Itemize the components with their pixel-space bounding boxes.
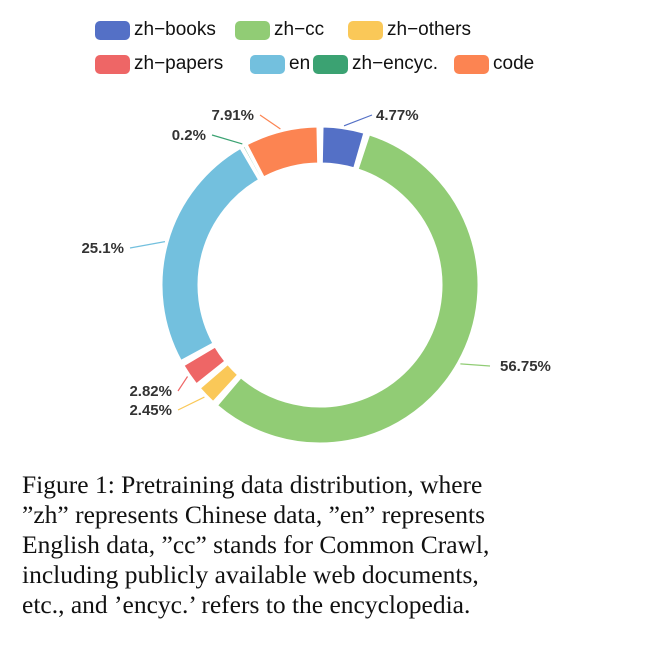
- leader-line: [460, 363, 491, 367]
- slice-value-label: 7.91%: [211, 107, 254, 124]
- slice-value-label: 0.2%: [172, 127, 206, 144]
- caption-line: etc., and ’encyc.’ refers to the encyclo…: [22, 590, 471, 619]
- legend-swatch: [95, 20, 130, 40]
- caption-line: English data, ”cc” stands for Common Cra…: [22, 530, 490, 559]
- legend-item[interactable]: zh−cc: [235, 18, 324, 42]
- donut-slice-en[interactable]: [161, 148, 259, 361]
- legend-swatch: [250, 54, 285, 74]
- figure-caption: Figure 1: Pretraining data distribution,…: [22, 470, 632, 620]
- leader-line: [177, 396, 205, 411]
- legend-swatch: [95, 54, 130, 74]
- donut-chart: 4.77% 56.75% 2.45% 2.82% 25.1% 0.2% 7.91%: [0, 80, 645, 470]
- donut-slice-zh-books[interactable]: [321, 126, 365, 169]
- donut-slice-zh-papers[interactable]: [183, 346, 226, 385]
- slice-value-label: 2.45%: [129, 402, 172, 419]
- legend-item[interactable]: zh−encyc.: [313, 52, 438, 76]
- legend-swatch: [454, 54, 489, 74]
- slice-value-label: 4.77%: [376, 107, 419, 124]
- legend-label: zh−papers: [134, 53, 224, 74]
- leader-line: [129, 241, 166, 249]
- caption-line: Figure 1: Pretraining data distribution,…: [22, 470, 483, 499]
- legend-item[interactable]: code: [454, 52, 534, 76]
- slice-value-label: 56.75%: [500, 358, 551, 375]
- legend-item[interactable]: zh−others: [348, 18, 471, 42]
- slice-value-label: 25.1%: [81, 240, 124, 257]
- legend-item[interactable]: en: [250, 52, 310, 76]
- legend-label: zh−encyc.: [352, 53, 439, 74]
- caption-line: including publicly available web documen…: [22, 560, 479, 589]
- legend-swatch: [348, 20, 383, 40]
- donut-chart-svg: 4.77% 56.75% 2.45% 2.82% 25.1% 0.2% 7.91%: [81, 107, 551, 444]
- legend-label: en: [289, 53, 311, 74]
- leader-line: [211, 134, 243, 145]
- donut-slice-code[interactable]: [246, 126, 319, 178]
- legend-label: zh−others: [387, 19, 471, 40]
- legend-item[interactable]: zh−papers: [95, 52, 223, 76]
- legend-label: zh−cc: [274, 19, 325, 40]
- donut-slice-zh-others[interactable]: [199, 364, 238, 402]
- legend-label: zh−books: [134, 19, 216, 40]
- legend-label: code: [493, 53, 535, 74]
- leader-line: [177, 376, 189, 392]
- leader-line: [343, 114, 373, 127]
- legend-swatch: [235, 20, 270, 40]
- leader-line: [259, 114, 281, 130]
- slice-value-label: 2.82%: [129, 383, 172, 400]
- donut-slice-zh-cc[interactable]: [217, 134, 479, 444]
- legend-swatch: [313, 54, 348, 74]
- donut-slice-zh-encyc.[interactable]: [242, 145, 263, 179]
- legend-item[interactable]: zh−books: [95, 18, 216, 42]
- chart-legend: zh−books zh−cc zh−others zh−papers en zh−ency…: [95, 18, 635, 88]
- caption-line: ”zh” represents Chinese data, ”en” repre…: [22, 500, 486, 529]
